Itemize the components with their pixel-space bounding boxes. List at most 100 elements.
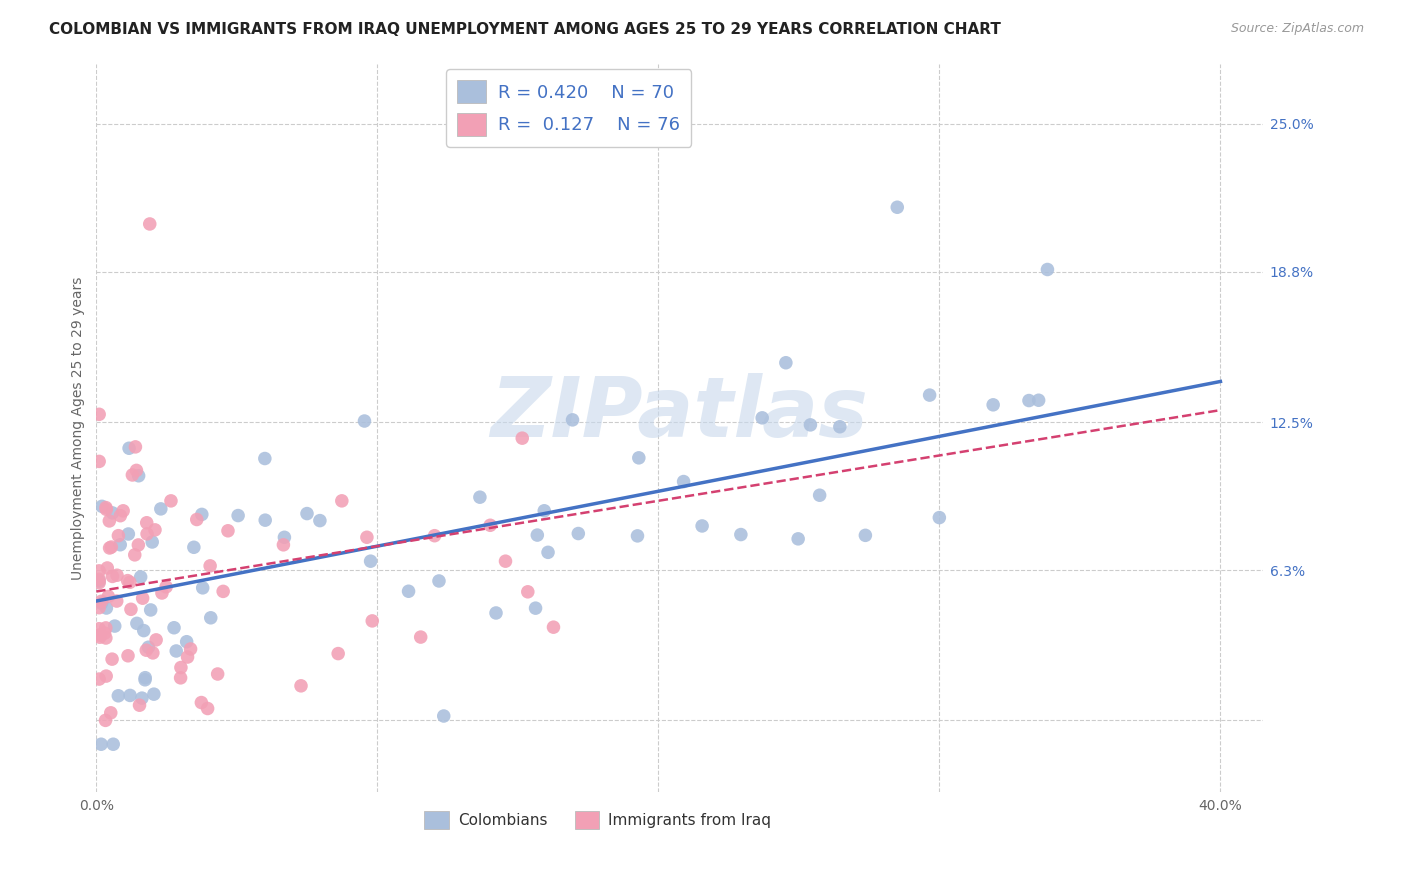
Point	[89, 573, 111, 587]
Point	[105, 594, 128, 608]
Legend: Colombians, Immigrants from Iraq: Colombians, Immigrants from Iraq	[418, 805, 778, 835]
Point	[409, 630, 432, 644]
Point	[149, 501, 172, 516]
Point	[198, 558, 221, 573]
Point	[190, 696, 212, 710]
Point	[163, 621, 186, 635]
Point	[96, 502, 118, 516]
Point	[526, 528, 548, 542]
Point	[160, 494, 183, 508]
Point	[118, 689, 141, 703]
Point	[626, 529, 648, 543]
Point	[524, 601, 547, 615]
Point	[510, 431, 533, 445]
Point	[183, 541, 205, 555]
Point	[309, 514, 332, 528]
Point	[124, 548, 146, 562]
Point	[361, 614, 384, 628]
Point	[110, 508, 132, 523]
Point	[787, 532, 810, 546]
Point	[433, 709, 456, 723]
Point	[295, 507, 318, 521]
Point	[176, 650, 198, 665]
Point	[134, 671, 156, 685]
Point	[98, 541, 121, 555]
Point	[110, 538, 132, 552]
Point	[186, 512, 208, 526]
Point	[89, 622, 111, 636]
Point	[423, 529, 446, 543]
Point	[132, 624, 155, 638]
Point	[120, 602, 142, 616]
Point	[89, 672, 111, 686]
Point	[165, 644, 187, 658]
Point	[131, 691, 153, 706]
Point	[207, 667, 229, 681]
Point	[107, 529, 129, 543]
Point	[145, 632, 167, 647]
Point	[353, 414, 375, 428]
Text: ZIPatlas: ZIPatlas	[491, 373, 869, 454]
Point	[627, 450, 650, 465]
Point	[775, 356, 797, 370]
Point	[253, 451, 276, 466]
Point	[89, 454, 111, 468]
Point	[516, 584, 538, 599]
Point	[134, 673, 156, 687]
Text: Source: ZipAtlas.com: Source: ZipAtlas.com	[1230, 22, 1364, 36]
Point	[105, 568, 128, 582]
Point	[468, 490, 491, 504]
Point	[100, 706, 122, 720]
Point	[103, 737, 125, 751]
Point	[96, 561, 118, 575]
Point	[356, 530, 378, 544]
Point	[1018, 393, 1040, 408]
Point	[690, 519, 713, 533]
Point	[141, 535, 163, 549]
Point	[97, 590, 120, 604]
Point	[135, 643, 157, 657]
Point	[89, 564, 111, 578]
Point	[751, 410, 773, 425]
Point	[180, 642, 202, 657]
Point	[672, 475, 695, 489]
Point	[886, 200, 908, 214]
Point	[118, 442, 141, 456]
Point	[117, 648, 139, 663]
Point	[360, 554, 382, 568]
Point	[101, 506, 124, 520]
Point	[176, 634, 198, 648]
Point	[918, 388, 941, 402]
Point	[853, 528, 876, 542]
Point	[94, 631, 117, 645]
Point	[89, 407, 111, 421]
Point	[136, 527, 159, 541]
Point	[127, 538, 149, 552]
Point	[89, 574, 111, 588]
Point	[139, 603, 162, 617]
Y-axis label: Unemployment Among Ages 25 to 29 years: Unemployment Among Ages 25 to 29 years	[72, 277, 86, 580]
Point	[169, 671, 191, 685]
Point	[139, 217, 162, 231]
Point	[191, 508, 214, 522]
Point	[121, 467, 143, 482]
Point	[533, 504, 555, 518]
Point	[537, 545, 560, 559]
Point	[427, 574, 450, 588]
Point	[290, 679, 312, 693]
Point	[117, 574, 139, 588]
Point	[928, 510, 950, 524]
Point	[100, 540, 122, 554]
Point	[94, 621, 117, 635]
Point	[142, 687, 165, 701]
Point	[98, 514, 121, 528]
Point	[96, 601, 118, 615]
Point	[94, 714, 117, 728]
Point	[89, 600, 111, 615]
Point	[124, 440, 146, 454]
Point	[94, 500, 117, 515]
Point	[90, 737, 112, 751]
Point	[117, 527, 139, 541]
Point	[330, 493, 353, 508]
Point	[170, 660, 193, 674]
